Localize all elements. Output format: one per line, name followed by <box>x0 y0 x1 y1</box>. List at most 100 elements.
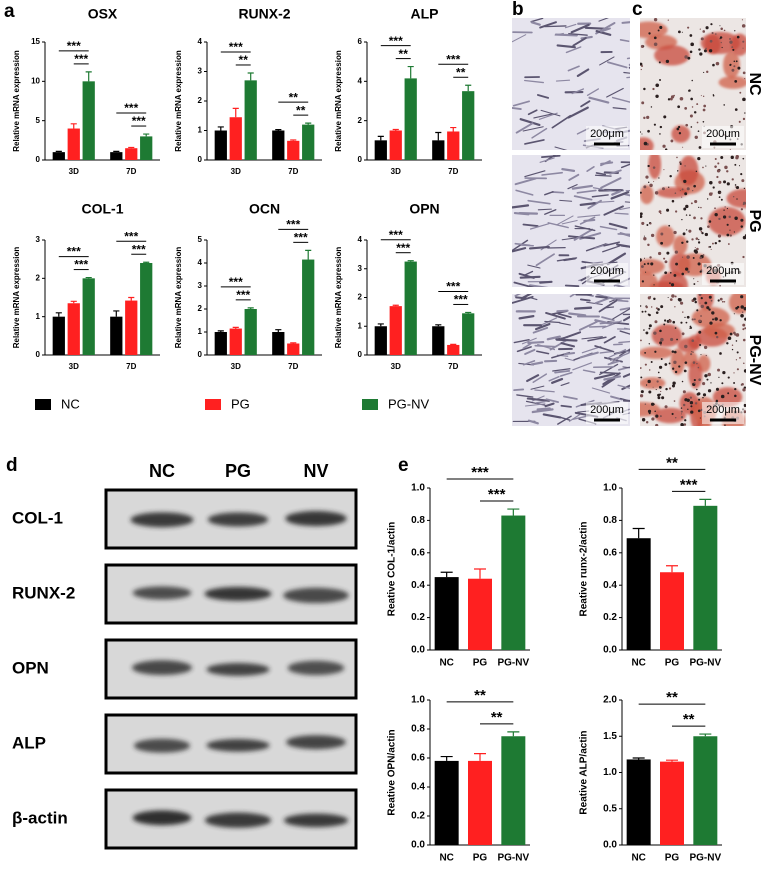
dot <box>699 270 702 273</box>
cell <box>557 415 572 425</box>
dot <box>708 220 712 223</box>
scale-bar-label: 200μm <box>706 265 740 277</box>
cell <box>578 320 599 331</box>
y-axis-label: Reative runx-2/actin <box>579 521 590 616</box>
y-axis-label: Reative COL-1/actin <box>387 522 398 616</box>
dot <box>653 42 658 47</box>
y-tick-label: 0.8 <box>411 515 425 526</box>
dot <box>671 294 675 298</box>
cell <box>603 205 624 216</box>
dot <box>722 215 727 219</box>
cell <box>587 336 607 342</box>
cell <box>617 384 630 389</box>
cell <box>573 228 594 241</box>
dot <box>693 111 697 114</box>
y-axis-label: Reative OPN/actin <box>387 729 398 815</box>
cell <box>540 109 561 117</box>
cell <box>612 308 630 320</box>
significance-label: ** <box>239 53 249 67</box>
error-bar <box>305 122 312 125</box>
cell <box>619 207 630 211</box>
dot <box>696 247 699 251</box>
cell <box>512 204 530 209</box>
cell <box>530 361 544 366</box>
x-tick-label: 3D <box>231 167 241 176</box>
dot <box>722 370 726 375</box>
error-bar <box>699 733 712 737</box>
panel-label: b <box>512 0 524 20</box>
cell <box>607 360 621 366</box>
dot <box>734 30 736 32</box>
dot <box>648 412 651 415</box>
dot <box>737 66 741 70</box>
significance-label: ** <box>456 65 466 79</box>
dot <box>700 37 704 41</box>
y-tick-label: 3 <box>198 67 203 76</box>
row-label: NC <box>746 72 763 96</box>
dot <box>687 56 691 60</box>
dot <box>684 165 686 167</box>
x-tick-label: PG-NV <box>689 658 721 669</box>
cell <box>568 32 588 36</box>
dot <box>742 235 746 240</box>
dot <box>726 233 730 237</box>
dot <box>687 408 689 410</box>
y-axis-label: Relative mRNA expression <box>12 50 21 152</box>
error-bar <box>632 527 645 539</box>
dot <box>715 61 720 66</box>
cell <box>569 294 577 298</box>
cell <box>618 340 630 344</box>
dot <box>706 198 709 200</box>
cell <box>549 338 569 351</box>
dot <box>681 380 684 383</box>
dot <box>680 321 683 324</box>
cell <box>591 387 611 394</box>
significance-label: *** <box>488 486 506 503</box>
dot <box>690 97 693 101</box>
cell <box>572 37 587 47</box>
legend-label: PG-NV <box>388 396 430 411</box>
dot <box>659 133 661 135</box>
dot <box>684 419 687 422</box>
row-label: PG <box>746 209 763 232</box>
error-bar <box>113 150 120 153</box>
dot <box>655 388 657 391</box>
cell <box>557 312 572 319</box>
dot <box>695 170 698 173</box>
dot <box>712 63 715 67</box>
dot <box>717 234 722 238</box>
blot-column-label: NC <box>149 461 175 481</box>
dot <box>740 295 744 299</box>
dot <box>670 283 675 287</box>
blot-band <box>131 660 193 676</box>
dot <box>660 337 664 342</box>
blot-band <box>283 813 349 828</box>
dot <box>685 204 689 209</box>
micrograph-texture <box>640 294 746 426</box>
cell <box>527 419 539 425</box>
dot <box>674 370 678 374</box>
dot <box>743 362 745 365</box>
bar <box>125 300 138 355</box>
cell <box>537 94 550 99</box>
error-bar <box>435 324 442 327</box>
dot <box>709 245 712 248</box>
dot <box>744 317 746 321</box>
dot <box>677 105 681 109</box>
dot <box>733 60 736 63</box>
cell <box>541 171 563 176</box>
bar <box>462 313 475 355</box>
dot <box>721 382 724 385</box>
dot <box>727 336 732 341</box>
dot <box>671 350 675 353</box>
significance-label: ** <box>666 689 678 706</box>
error-bar <box>699 498 712 506</box>
dot <box>686 229 688 231</box>
dot <box>740 305 744 309</box>
cell <box>576 68 590 77</box>
dot <box>734 186 737 188</box>
micrograph-texture <box>640 18 746 150</box>
cell <box>559 416 571 421</box>
error-bar <box>143 261 150 263</box>
